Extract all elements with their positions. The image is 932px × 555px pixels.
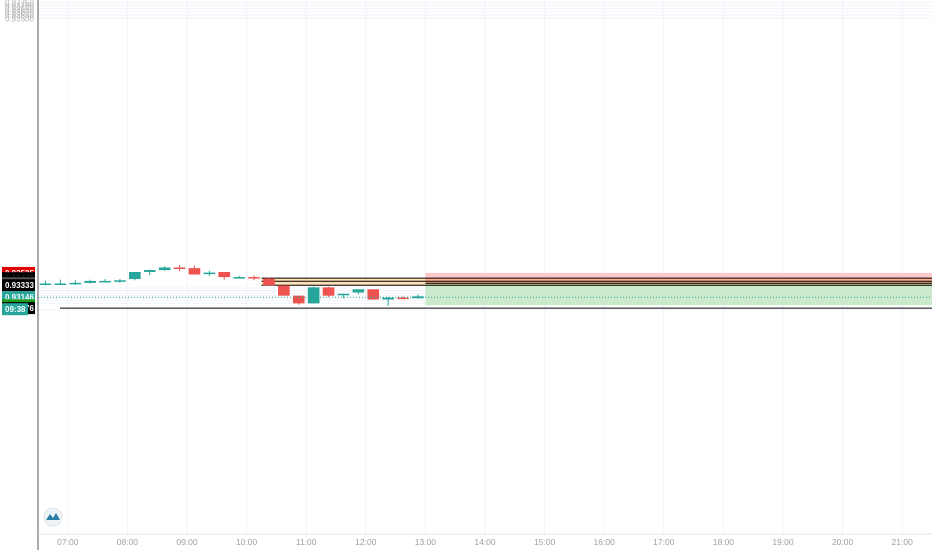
candle-down [323,287,335,295]
candle-down [174,267,186,269]
time-axis[interactable]: 07:00 08:00 09:00 10:00 11:00 12:00 13:00 14:00… [38,534,932,547]
candle-down [189,268,201,274]
candle-down [278,285,290,295]
candle-up [55,283,67,285]
grid-layer [38,0,932,534]
time-tick-label: 17:00 [653,537,675,547]
time-tick-label: 21:00 [892,537,914,547]
time-tick-label: 07:00 [57,537,79,547]
candle-up [159,267,171,270]
candle-up [114,280,126,282]
candle-up [308,287,320,303]
candle-up [84,281,96,283]
time-tick-label: 09:00 [176,537,198,547]
time-tick-label: 13:00 [415,537,437,547]
logo-circle [44,508,62,526]
zone-target [425,283,932,305]
candle-down [248,277,260,279]
time-tick-label: 15:00 [534,537,556,547]
time-tick-label: 08:00 [117,537,139,547]
time-tick-label: 12:00 [355,537,377,547]
time-tick-label: 19:00 [772,537,794,547]
candle-up [233,277,245,279]
candle-down [397,298,409,300]
candle-down [218,272,230,277]
zone-entry-range [262,278,426,285]
candle-down [367,289,379,299]
candle-up [353,289,365,292]
time-tick-label: 20:00 [832,537,854,547]
candle-up [99,281,111,283]
time-tick-label: 14:00 [474,537,496,547]
time-tick-label: 10:00 [236,537,258,547]
candle-up [69,283,81,285]
candle-up [382,298,394,300]
candle-up [129,272,141,279]
time-tick-label: 18:00 [713,537,735,547]
price-tick-label: 0.93500 [5,14,34,23]
countdown-label: 09:38 [5,305,26,314]
candle-down [263,278,275,285]
tradingview-logo-icon[interactable] [44,508,62,526]
time-tick-label: 16:00 [594,537,616,547]
candle-up [40,283,52,285]
candle-up [338,294,350,296]
price-tag-label: 0.93333 [5,281,34,290]
candle-up [204,273,216,275]
candle-up [144,270,156,272]
time-tick-label: 11:00 [296,537,317,547]
price-tags: 0.935250.934430.933960.933630.933330.931… [2,267,35,315]
